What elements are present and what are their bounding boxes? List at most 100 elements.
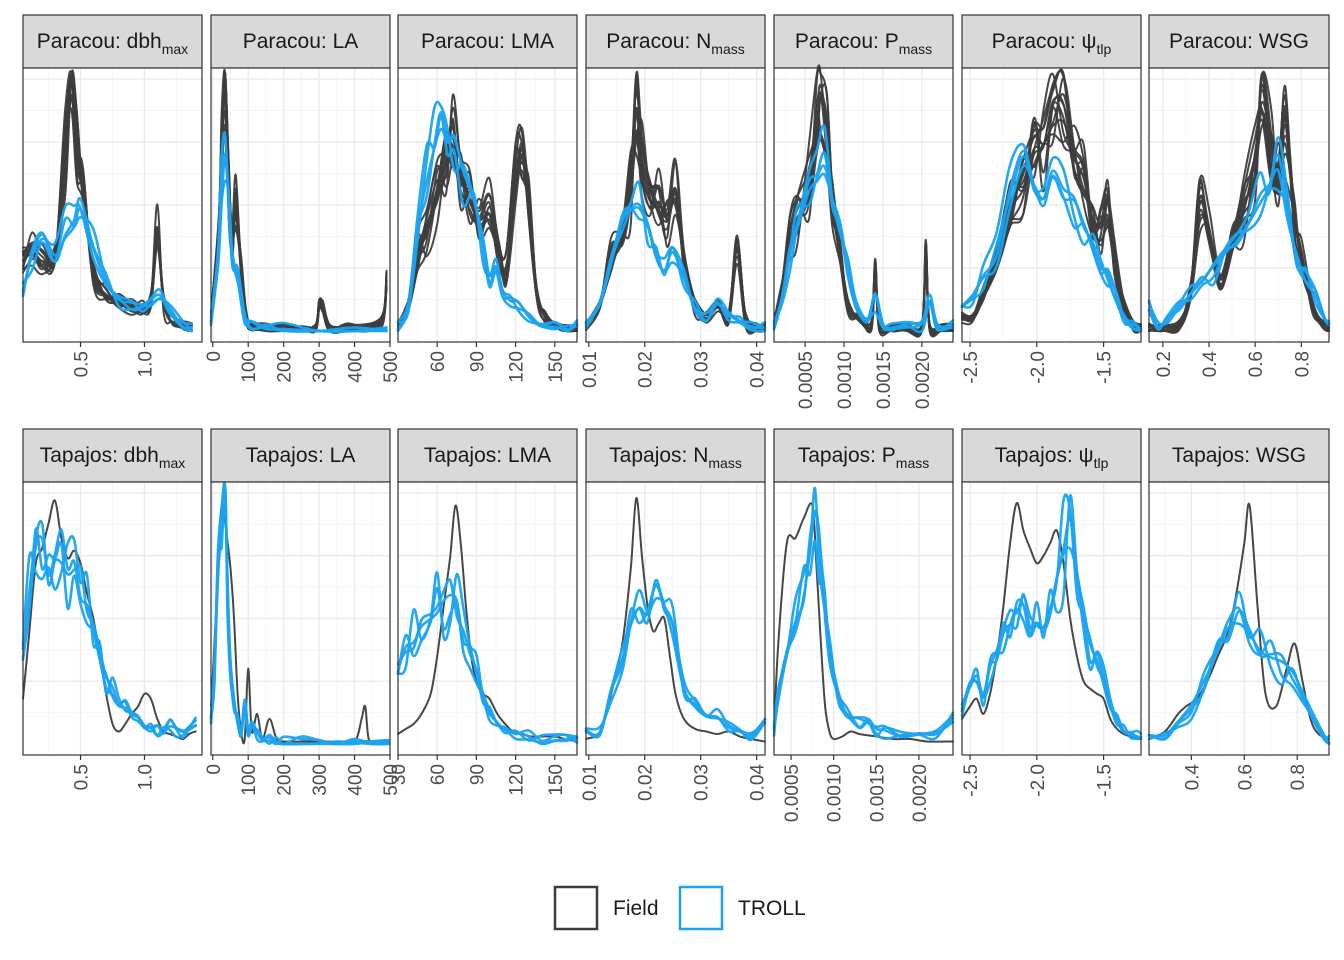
- troll-density-curve: [1147, 590, 1331, 745]
- x-tick-label: 0.01: [580, 764, 601, 801]
- x-tick-label: 0.0020: [910, 764, 931, 822]
- strip-subscript: max: [159, 455, 185, 471]
- x-tick-label: -1.5: [1095, 351, 1116, 384]
- field-density-curve: [773, 109, 954, 338]
- strip-subscript: tlp: [1097, 41, 1112, 57]
- legend-key-field: [553, 885, 599, 931]
- field-density-curve: [22, 499, 197, 741]
- facet-strip-label: Paracou: ψtlp: [992, 30, 1112, 57]
- strip-site-trait: Paracou: N: [606, 30, 711, 53]
- panel-paracou-n: Paracou: Nmass 0.01 0.02 0.03 0.04: [580, 14, 769, 388]
- facet-strip: [585, 428, 766, 483]
- troll-density-curve: [1147, 621, 1331, 744]
- x-tick-label: -2.0: [1028, 764, 1049, 797]
- x-tick-label: 200: [275, 764, 296, 796]
- strip-subscript: mass: [708, 455, 741, 471]
- facet-strip-label: Paracou: LA: [243, 30, 359, 53]
- x-tick-label: 60: [428, 351, 449, 372]
- facet-strip: [961, 14, 1142, 69]
- x-tick-label: 0.02: [636, 351, 657, 388]
- legend: Field TROLL: [553, 885, 806, 931]
- strip-site-trait: Tapajos: N: [609, 444, 708, 467]
- strip-site-trait: Tapajos: LMA: [424, 444, 551, 467]
- facet-strip-label: Tapajos: LA: [246, 444, 356, 467]
- x-tick-label: 0: [204, 351, 225, 362]
- x-tick-label: 100: [239, 764, 260, 796]
- panel-border: [210, 481, 391, 756]
- x-tick-label: 0.0020: [913, 351, 934, 409]
- troll-density-curve: [21, 207, 194, 333]
- x-tick-label: 500: [381, 351, 402, 383]
- panel-tapajos-la: Tapajos: LA 0 100 200 300 400 500: [204, 428, 402, 796]
- x-tick-label: 0.0005: [796, 351, 817, 409]
- panel-border: [397, 481, 578, 756]
- x-tick-label: 300: [310, 764, 331, 796]
- troll-density-curve: [396, 571, 579, 746]
- panel-border: [22, 481, 203, 756]
- legend-label-field: Field: [613, 897, 659, 920]
- panel-border: [1148, 481, 1330, 756]
- x-tick-label: 0.01: [580, 351, 601, 388]
- panel-border: [773, 67, 954, 343]
- troll-density-curve: [584, 584, 767, 737]
- x-tick-label: -2.5: [961, 351, 982, 384]
- panel-paracou-la: Paracou: LA 0 100 200 300 400 500: [204, 14, 402, 383]
- panel-paracou-p: Paracou: Pmass 0.0005 0.0010 0.0015 0.0020: [772, 14, 955, 409]
- strip-subscript: mass: [711, 41, 744, 57]
- x-tick-label: 0.04: [748, 764, 769, 801]
- facet-strip-label: Tapajos: ψtlp: [995, 444, 1109, 471]
- x-tick-label: 0.02: [636, 764, 657, 801]
- strip-site-trait: Paracou: P: [795, 30, 899, 53]
- x-tick-label: 400: [346, 764, 367, 796]
- field-density-curve: [585, 496, 766, 743]
- facet-strip-label: Tapajos: Pmass: [798, 444, 930, 471]
- panel-paracou-psi: Paracou: ψtlp -2.5 -2.0 -1.5: [960, 14, 1143, 384]
- panel-border: [585, 481, 766, 756]
- troll-density-curve: [960, 516, 1143, 739]
- strip-site-trait: Paracou: WSG: [1169, 30, 1309, 53]
- panel-border: [397, 67, 578, 343]
- x-tick-label: 400: [346, 351, 367, 383]
- troll-density-curve: [584, 202, 767, 331]
- facet-strip: [22, 428, 203, 483]
- facet-strip-label: Tapajos: WSG: [1172, 444, 1306, 467]
- strip-site-trait: Tapajos: P: [798, 444, 896, 467]
- strip-subscript: tlp: [1094, 455, 1109, 471]
- troll-density-curve: [1147, 187, 1331, 331]
- troll-density-curve: [584, 206, 767, 333]
- panel-paracou-lma: Paracou: LMA 60 90 120 150: [396, 14, 579, 383]
- x-tick-label: 300: [310, 351, 331, 383]
- troll-density-curve: [772, 172, 955, 332]
- x-tick-label: 0.5: [72, 764, 93, 790]
- x-tick-label: 150: [546, 764, 567, 796]
- strip-site-trait: Tapajos: ψ: [995, 444, 1094, 467]
- x-tick-label: 0.5: [72, 351, 93, 377]
- panel-border: [1148, 67, 1330, 343]
- troll-density-curve: [584, 578, 767, 737]
- facet-strip: [397, 428, 578, 483]
- facet-strip-label: Tapajos: LMA: [424, 444, 551, 467]
- troll-density-curve: [1147, 136, 1331, 327]
- panel-tapajos-lma: Tapajos: LMA 30 60 90 120 150: [389, 428, 579, 796]
- x-tick-label: 0.6: [1246, 351, 1267, 377]
- panel-border: [210, 67, 391, 343]
- strip-subscript: max: [162, 41, 188, 57]
- panel-paracou-wsg: Paracou: WSG 0.2 0.4 0.6 0.8: [1147, 14, 1331, 377]
- x-tick-label: 0.6: [1235, 764, 1256, 790]
- x-tick-label: 30: [389, 764, 410, 785]
- facet-strip-label: Paracou: dbhmax: [37, 30, 188, 57]
- facet-strip-label: Tapajos: dbhmax: [40, 444, 186, 471]
- legend-label-troll: TROLL: [738, 897, 806, 920]
- x-tick-label: 1.0: [136, 351, 157, 377]
- facet-strip: [22, 14, 203, 69]
- facet-strip: [210, 14, 391, 69]
- panel-border: [961, 481, 1142, 756]
- troll-density-curve: [209, 153, 388, 333]
- troll-density-curve: [396, 114, 579, 331]
- x-tick-label: 1.0: [136, 764, 157, 790]
- x-tick-label: 0.03: [692, 764, 713, 801]
- panel-paracou-dbh: Paracou: dbhmax 0.5 1.0: [21, 14, 203, 377]
- x-tick-label: 500: [381, 764, 402, 796]
- facet-strip-label: Tapajos: Nmass: [609, 444, 742, 471]
